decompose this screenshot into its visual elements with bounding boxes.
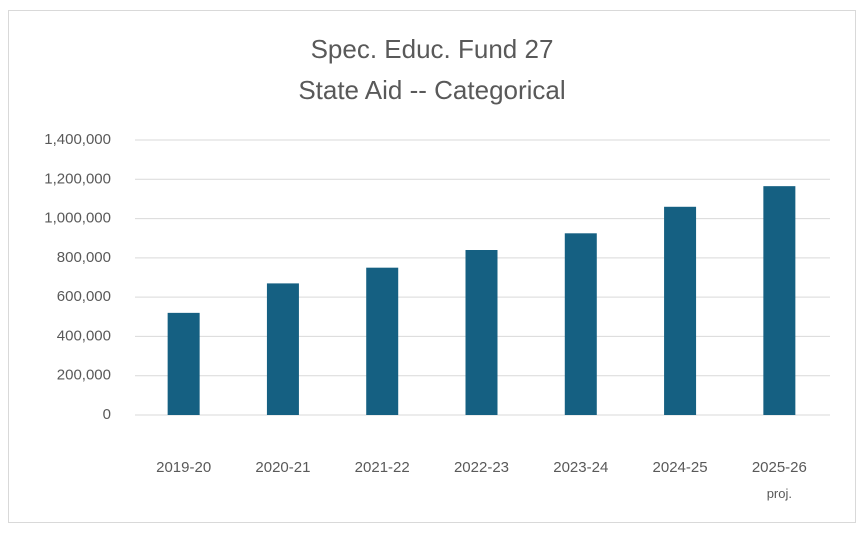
chart-title: State Aid -- Categorical bbox=[298, 75, 565, 105]
bar bbox=[266, 283, 299, 415]
x-tick-label: 2025-26 proj. bbox=[752, 459, 807, 501]
y-tick-label: 200,000 bbox=[57, 367, 111, 384]
y-tick-label: 1,000,000 bbox=[44, 210, 111, 227]
y-tick-label: 600,000 bbox=[57, 288, 111, 305]
bar bbox=[763, 186, 796, 415]
x-tick-label: 2023-24 bbox=[553, 459, 608, 476]
bar bbox=[167, 312, 200, 415]
y-tick-label: 1,200,000 bbox=[44, 170, 111, 187]
x-tick-label: 2019-20 bbox=[156, 459, 211, 476]
bar bbox=[465, 250, 498, 415]
y-tick-label: 800,000 bbox=[57, 249, 111, 266]
x-tick-label: 2024-25 bbox=[653, 459, 708, 476]
x-tick-label: 2021-22 bbox=[355, 459, 410, 476]
x-tick-label: 2022-23 bbox=[454, 459, 509, 476]
bar bbox=[564, 233, 597, 415]
chart-title: Spec. Educ. Fund 27 bbox=[311, 34, 554, 64]
y-tick-label: 0 bbox=[103, 406, 111, 423]
bar bbox=[366, 267, 399, 415]
chart-border bbox=[8, 10, 856, 523]
y-tick-label: 400,000 bbox=[57, 327, 111, 344]
x-tick-label: 2020-21 bbox=[255, 459, 310, 476]
bar bbox=[664, 206, 697, 415]
y-tick-label: 1,400,000 bbox=[44, 131, 111, 148]
